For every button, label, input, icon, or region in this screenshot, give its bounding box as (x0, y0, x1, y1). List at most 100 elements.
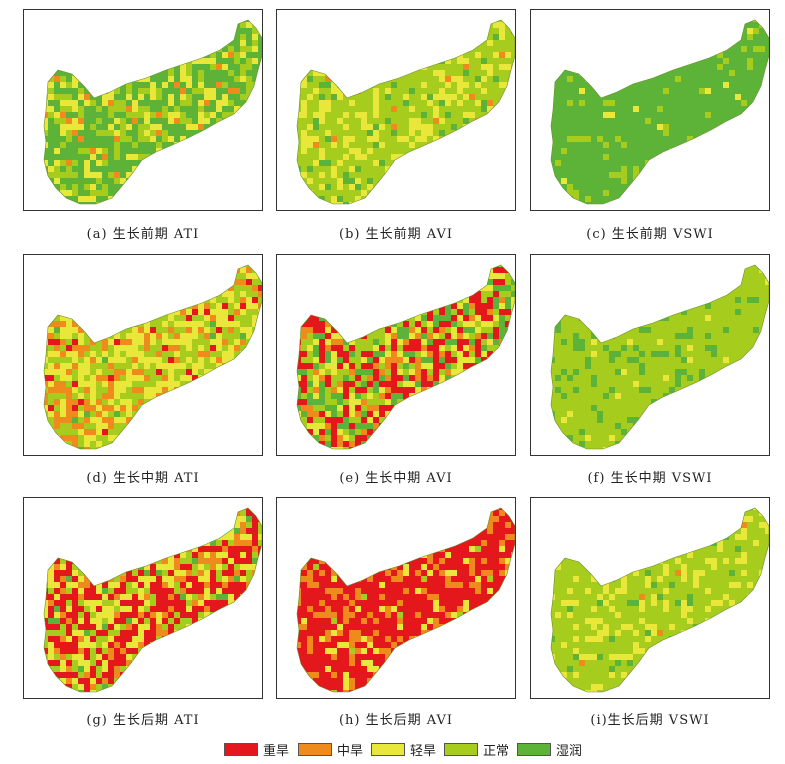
drought-cell-light (174, 654, 180, 660)
drought-cell-moderate (60, 112, 66, 118)
drought-cell-light (150, 357, 156, 363)
drought-cell-normal (44, 552, 48, 558)
drought-cell-light (180, 339, 186, 345)
drought-cell-light (246, 453, 252, 455)
drought-cell-moderate (367, 540, 373, 546)
drought-cell-normal (469, 375, 475, 381)
drought-cell-light (409, 208, 415, 210)
drought-cell-normal (150, 498, 156, 504)
drought-cell-wet (283, 429, 289, 435)
drought-cell-light (699, 417, 705, 423)
drought-cell-light (258, 417, 262, 423)
drought-cell-moderate (252, 357, 258, 363)
drought-cell-normal (180, 202, 186, 204)
drought-cell-moderate (48, 453, 54, 455)
drought-cell-light (126, 94, 132, 100)
drought-cell-normal (198, 88, 204, 94)
drought-cell-wet (367, 178, 373, 184)
drought-cell-wet (313, 118, 319, 124)
drought-cell-light (108, 339, 114, 345)
panel-caption: (e) 生长中期 AVI (339, 471, 453, 486)
drought-cell-light (246, 399, 252, 405)
drought-cell-light (186, 357, 192, 363)
drought-cell-light (585, 552, 591, 558)
drought-cell-normal (753, 124, 759, 130)
drought-cell-normal (505, 273, 511, 279)
drought-cell-light (603, 516, 609, 522)
drought-cell-light (331, 648, 337, 654)
drought-cell-wet (439, 130, 445, 136)
drought-cell-light (313, 309, 319, 315)
drought-cell-light (283, 148, 289, 154)
drought-cell-normal (156, 40, 162, 46)
drought-cell-moderate (415, 498, 421, 504)
drought-cell-light (457, 369, 463, 375)
drought-cell-moderate (180, 387, 186, 393)
drought-cell-moderate (96, 279, 102, 285)
drought-cell-light (24, 10, 30, 16)
drought-cell-moderate (451, 411, 457, 417)
drought-cell-moderate (36, 255, 42, 261)
drought-cell-light (591, 528, 597, 534)
drought-cell-moderate (54, 279, 60, 285)
drought-cell-light (126, 345, 132, 351)
drought-cell-light (297, 285, 301, 291)
drought-cell-light (180, 190, 186, 196)
drought-cell-light (186, 22, 192, 28)
drought-cell-wet (657, 291, 663, 297)
drought-cell-moderate (297, 345, 301, 351)
drought-cell-normal (144, 558, 150, 564)
drought-cell-light (90, 291, 96, 297)
drought-cell-wet (687, 327, 693, 333)
drought-cell-normal (487, 255, 493, 261)
drought-cell-light (24, 399, 30, 405)
drought-cell-normal (90, 612, 96, 618)
drought-cell-normal (114, 142, 120, 148)
drought-cell-wet (403, 20, 409, 22)
drought-cell-light (433, 600, 439, 606)
drought-cell-light (499, 22, 505, 28)
drought-cell-normal (759, 190, 765, 196)
drought-cell-wet (54, 618, 60, 624)
drought-cell-wet (445, 375, 451, 381)
drought-cell-severe (90, 321, 96, 327)
drought-cell-light (457, 202, 463, 204)
drought-cell-light (331, 351, 337, 357)
drought-cell-light (331, 576, 337, 582)
drought-cell-light (481, 142, 487, 148)
drought-cell-normal (439, 255, 445, 261)
drought-cell-wet (277, 399, 283, 405)
drought-cell-moderate (114, 273, 120, 279)
drought-cell-wet (283, 411, 289, 417)
drought-cell-light (415, 34, 421, 40)
drought-cell-wet (579, 291, 585, 297)
drought-cell-normal (537, 118, 543, 124)
drought-cell-normal (343, 399, 349, 405)
drought-cell-light (361, 534, 367, 540)
drought-cell-wet (343, 375, 349, 381)
drought-cell-light (204, 642, 210, 648)
drought-cell-light (409, 453, 415, 455)
drought-cell-light (48, 654, 54, 660)
drought-cell-normal (421, 405, 427, 411)
drought-cell-normal (24, 82, 30, 88)
drought-cell-light (379, 582, 385, 588)
drought-cell-light (168, 405, 174, 411)
drought-cell-wet (741, 411, 747, 417)
drought-cell-wet (475, 393, 481, 399)
drought-cell-wet (313, 351, 319, 357)
drought-cell-light (36, 453, 42, 455)
drought-cell-light (132, 423, 138, 429)
drought-cell-light (126, 381, 132, 387)
drought-cell-light (283, 357, 289, 363)
drought-cell-wet (433, 381, 439, 387)
drought-cell-light (451, 570, 457, 576)
drought-cell-moderate (216, 357, 222, 363)
drought-cell-light (609, 552, 615, 558)
drought-cell-wet (481, 106, 487, 112)
drought-cell-light (379, 142, 385, 148)
drought-cell-wet (289, 393, 295, 399)
drought-cell-normal (409, 303, 415, 309)
drought-cell-light (487, 447, 493, 449)
drought-cell-wet (469, 124, 475, 130)
